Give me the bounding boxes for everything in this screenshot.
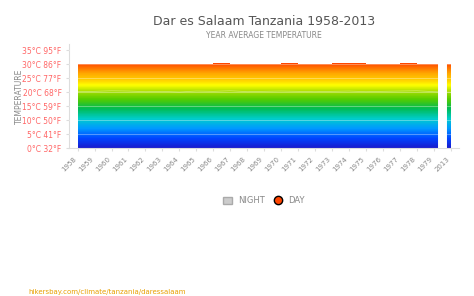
- Text: hikersbay.com/climate/tanzania/daressalaam: hikersbay.com/climate/tanzania/daressala…: [28, 289, 186, 295]
- Y-axis label: TEMPERATURE: TEMPERATURE: [15, 69, 24, 124]
- Title: Dar es Salaam Tanzania 1958-2013: Dar es Salaam Tanzania 1958-2013: [153, 15, 375, 28]
- Legend: NIGHT, DAY: NIGHT, DAY: [223, 196, 305, 205]
- Text: YEAR AVERAGE TEMPERATURE: YEAR AVERAGE TEMPERATURE: [206, 31, 322, 40]
